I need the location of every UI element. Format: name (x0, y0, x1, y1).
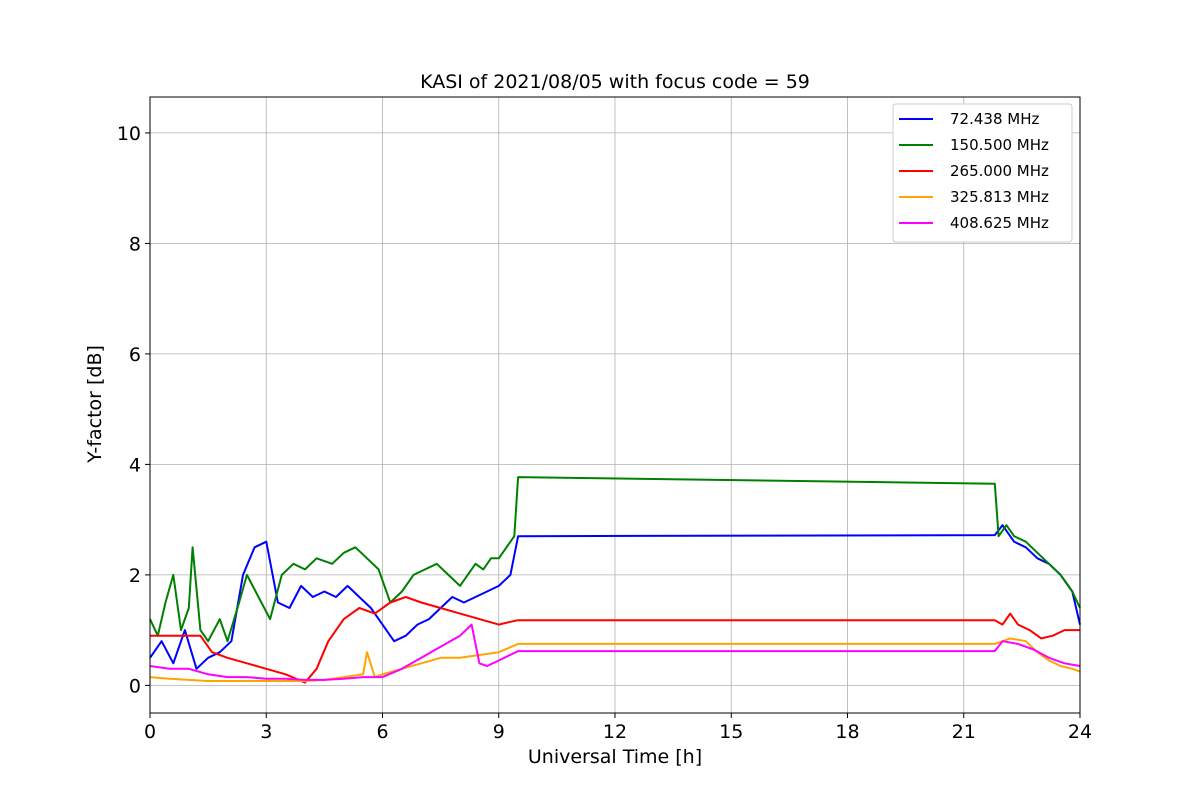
x-tick-label-2: 6 (376, 721, 388, 743)
chart-title: KASI of 2021/08/05 with focus code = 59 (420, 71, 810, 93)
x-tick-label-7: 21 (952, 721, 976, 743)
x-tick-label-0: 0 (144, 721, 156, 743)
y-axis-label: Y-factor [dB] (84, 345, 106, 464)
legend-label-3: 325.813 MHz (950, 188, 1049, 206)
y-tick-label-1: 2 (129, 565, 141, 587)
y-tick-label-2: 4 (129, 454, 141, 476)
x-tick-label-4: 12 (603, 721, 627, 743)
legend-label-4: 408.625 MHz (950, 214, 1049, 232)
legend-label-0: 72.438 MHz (950, 110, 1039, 128)
y-tick-label-3: 6 (129, 344, 141, 366)
x-tick-label-8: 24 (1068, 721, 1092, 743)
x-tick-label-1: 3 (260, 721, 272, 743)
legend-label-2: 265.000 MHz (950, 162, 1049, 180)
series-line-3 (149, 637, 1081, 682)
series-line-4 (149, 623, 1081, 681)
y-tick-label-4: 8 (129, 233, 141, 255)
x-axis-label: Universal Time [h] (528, 746, 702, 768)
legend: 72.438 MHz 150.500 MHz 265.000 MHz 325.813 … (892, 103, 1073, 243)
x-tick-label-6: 18 (835, 721, 859, 743)
legend-label-1: 150.500 MHz (950, 136, 1049, 154)
series-line-2 (150, 596, 1080, 684)
x-tick-label-3: 9 (493, 721, 505, 743)
x-tick-label-5: 15 (719, 721, 743, 743)
y-tick-label-5: 10 (117, 123, 141, 145)
y-tick-label-0: 0 (129, 675, 141, 697)
legend-box (892, 103, 1073, 243)
